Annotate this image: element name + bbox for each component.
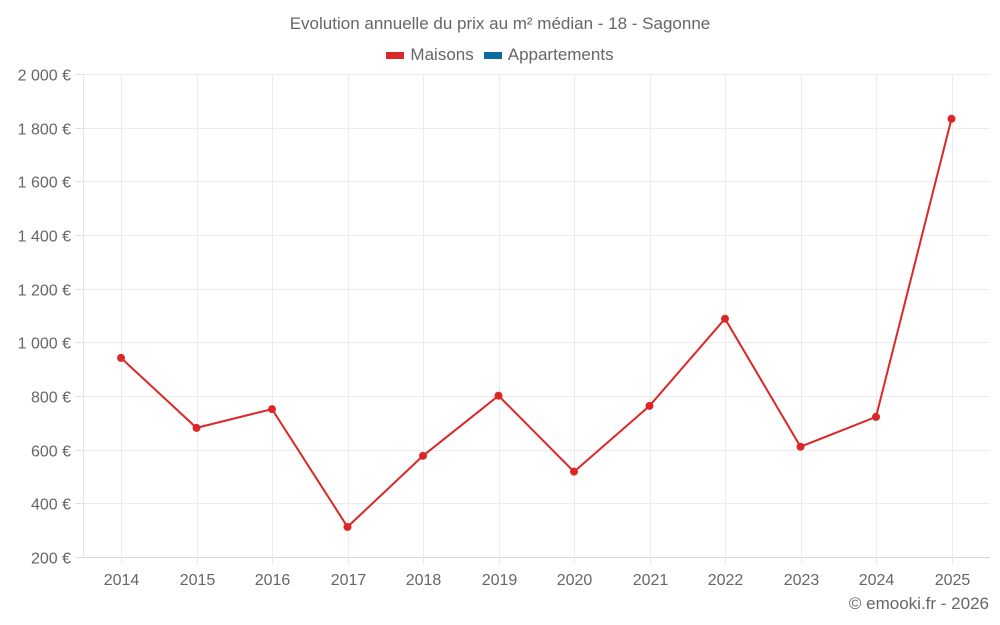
x-tick-label: 2016 bbox=[255, 572, 291, 589]
y-tick-label: 1 000 € bbox=[18, 336, 71, 353]
data-point[interactable] bbox=[419, 451, 427, 460]
x-tick-label: 2015 bbox=[180, 572, 216, 589]
chart-legend: Maisons Appartements bbox=[0, 45, 1000, 65]
y-tick-label: 1 600 € bbox=[18, 175, 71, 192]
x-tick-label: 2018 bbox=[406, 572, 442, 589]
data-point[interactable] bbox=[494, 391, 503, 400]
x-tick-label: 2023 bbox=[784, 572, 820, 589]
data-point[interactable] bbox=[192, 423, 201, 432]
y-tick-label: 600 € bbox=[31, 444, 71, 461]
data-point[interactable] bbox=[947, 114, 956, 123]
data-point[interactable] bbox=[645, 401, 654, 410]
data-point[interactable] bbox=[570, 467, 578, 476]
x-tick-label: 2024 bbox=[859, 572, 895, 589]
legend-label-appartements: Appartements bbox=[507, 45, 614, 64]
data-point[interactable] bbox=[343, 522, 352, 531]
x-tick-label: 2020 bbox=[557, 572, 593, 589]
legend-item-maisons[interactable]: Maisons bbox=[386, 45, 474, 65]
y-tick-label: 1 400 € bbox=[18, 229, 71, 246]
data-point[interactable] bbox=[796, 442, 805, 451]
legend-item-appartements[interactable]: Appartements bbox=[483, 45, 614, 65]
y-tick-label: 1 800 € bbox=[18, 122, 71, 139]
x-axis: 2014 2015 2016 2017 2018 2019 2020 2021 2022 2023… bbox=[104, 572, 971, 589]
grid-lines bbox=[83, 74, 990, 565]
y-axis: 200 € 400 € 600 € 800 € 1 000 € 1 200 € 1 400 … bbox=[18, 68, 83, 568]
x-tick-label: 2021 bbox=[633, 572, 669, 589]
copyright-footer: © emooki.fr - 2026 bbox=[848, 594, 989, 613]
data-point[interactable] bbox=[721, 314, 729, 323]
y-tick-label: 800 € bbox=[31, 390, 71, 407]
data-point[interactable] bbox=[872, 412, 880, 421]
x-tick-label: 2019 bbox=[482, 572, 518, 589]
y-tick-label: 2 000 € bbox=[18, 68, 71, 85]
y-tick-label: 1 200 € bbox=[18, 283, 71, 300]
y-tick-label: 200 € bbox=[31, 551, 71, 568]
x-tick-label: 2017 bbox=[331, 572, 367, 589]
legend-swatch-appartements-icon bbox=[483, 51, 502, 59]
x-tick-label: 2014 bbox=[104, 572, 140, 589]
legend-swatch-maisons-icon bbox=[386, 51, 405, 59]
x-tick-label: 2025 bbox=[935, 572, 971, 589]
series-line bbox=[120, 118, 953, 529]
legend-label-maisons: Maisons bbox=[410, 45, 474, 64]
data-point[interactable] bbox=[268, 405, 276, 414]
y-tick-label: 400 € bbox=[31, 497, 71, 514]
chart-title: Evolution annuelle du prix au m² médian … bbox=[289, 14, 711, 33]
x-tick-label: 2022 bbox=[708, 572, 744, 589]
data-point[interactable] bbox=[117, 353, 125, 362]
series-maisons bbox=[117, 114, 956, 531]
